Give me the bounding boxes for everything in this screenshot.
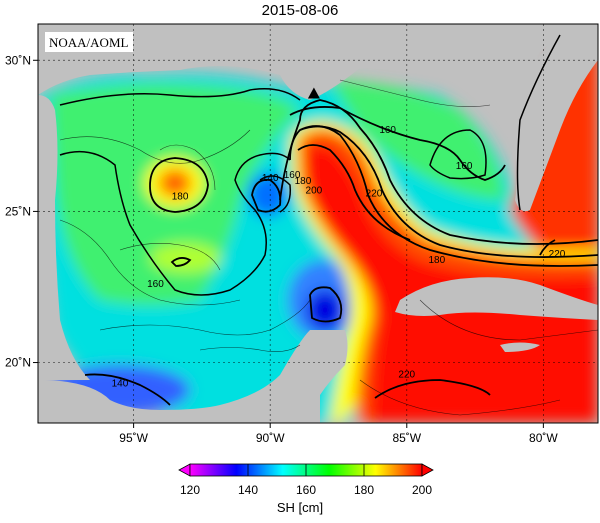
credit-box: NOAA/AOML xyxy=(45,32,133,52)
longitude-ticks: 95˚W 90˚W 85˚W 80˚W xyxy=(119,423,558,445)
colorbar-high-arrow xyxy=(421,463,434,477)
lon-tick-label: 80˚W xyxy=(529,431,558,445)
colorbar-tick-label: 160 xyxy=(296,483,316,497)
graticule xyxy=(38,24,598,423)
colorbar-ticks: 120 140 160 180 200 xyxy=(180,464,432,497)
contour-label: 140 xyxy=(112,379,129,390)
land-masks xyxy=(38,24,598,423)
contour-label: 200 xyxy=(306,185,323,196)
lat-tick-label: 20˚N xyxy=(5,356,31,370)
lon-tick-label: 95˚W xyxy=(119,431,148,445)
map-title: 2015-08-06 xyxy=(261,2,339,19)
colorbar-tick-label: 180 xyxy=(354,483,374,497)
colorbar: 120 140 160 180 200 xyxy=(178,463,434,497)
minor-contours xyxy=(59,79,598,416)
contour-label: 220 xyxy=(549,249,566,260)
credit-text: NOAA/AOML xyxy=(49,35,129,50)
colorbar-label: SH [cm] xyxy=(276,500,324,515)
contour-label: 160 xyxy=(456,161,473,172)
contour-label: 220 xyxy=(366,188,383,199)
contour-label: 180 xyxy=(172,191,189,202)
lat-tick-label: 30˚N xyxy=(5,53,31,67)
contour-label: 160 xyxy=(147,279,164,290)
station-marker xyxy=(307,87,320,99)
colorbar-tick-label: 200 xyxy=(412,483,432,497)
colorbar-tick-label: 120 xyxy=(180,483,200,497)
contour-label: 160 xyxy=(379,125,396,136)
lat-tick-label: 25˚N xyxy=(5,204,31,218)
colorbar-tick-label: 140 xyxy=(238,483,258,497)
contour-label: 140 xyxy=(262,173,279,184)
lon-tick-label: 90˚W xyxy=(256,431,285,445)
colorbar-low-arrow xyxy=(178,463,191,477)
lon-tick-label: 85˚W xyxy=(392,431,421,445)
latitude-ticks: 20˚N 25˚N 30˚N xyxy=(5,53,38,370)
contour-lines xyxy=(59,34,598,406)
contour-label: 180 xyxy=(295,176,312,187)
contour-label: 180 xyxy=(428,255,445,266)
map-frame xyxy=(37,23,599,424)
contour-label: 220 xyxy=(398,370,415,381)
contour-label: 160 xyxy=(284,170,301,181)
